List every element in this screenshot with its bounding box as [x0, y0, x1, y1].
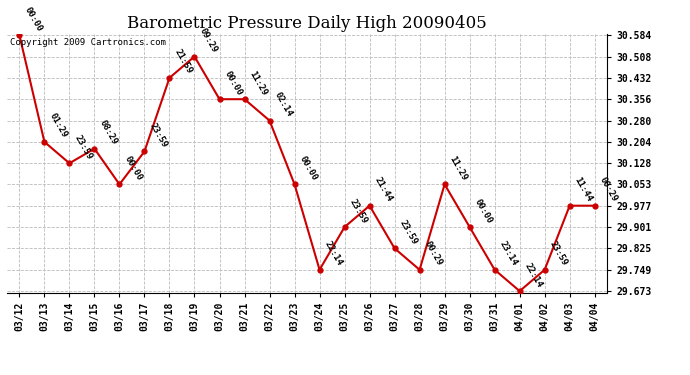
- Text: 23:59: 23:59: [397, 218, 419, 246]
- Text: 11:29: 11:29: [448, 154, 469, 182]
- Text: 23:59: 23:59: [348, 197, 368, 225]
- Text: 09:29: 09:29: [197, 27, 219, 54]
- Text: 00:00: 00:00: [473, 197, 494, 225]
- Text: 00:00: 00:00: [297, 154, 319, 182]
- Title: Barometric Pressure Daily High 20090405: Barometric Pressure Daily High 20090405: [127, 15, 487, 32]
- Text: 22:14: 22:14: [322, 240, 344, 267]
- Text: 00:00: 00:00: [122, 154, 144, 182]
- Text: Copyright 2009 Cartronics.com: Copyright 2009 Cartronics.com: [10, 38, 166, 46]
- Text: 21:44: 21:44: [373, 176, 394, 204]
- Text: 01:29: 01:29: [48, 112, 68, 140]
- Text: 21:59: 21:59: [172, 48, 194, 76]
- Text: 02:14: 02:14: [273, 90, 294, 118]
- Text: 23:59: 23:59: [548, 240, 569, 267]
- Text: 00:00: 00:00: [222, 69, 244, 97]
- Text: 22:14: 22:14: [522, 261, 544, 289]
- Text: 00:00: 00:00: [22, 5, 43, 33]
- Text: 11:29: 11:29: [248, 69, 268, 97]
- Text: 23:59: 23:59: [72, 133, 94, 161]
- Text: 23:14: 23:14: [497, 240, 519, 267]
- Text: 08:29: 08:29: [97, 118, 119, 146]
- Text: 23:59: 23:59: [148, 122, 168, 149]
- Text: 00:29: 00:29: [422, 240, 444, 267]
- Text: 00:29: 00:29: [598, 176, 619, 204]
- Text: 11:44: 11:44: [573, 176, 594, 204]
